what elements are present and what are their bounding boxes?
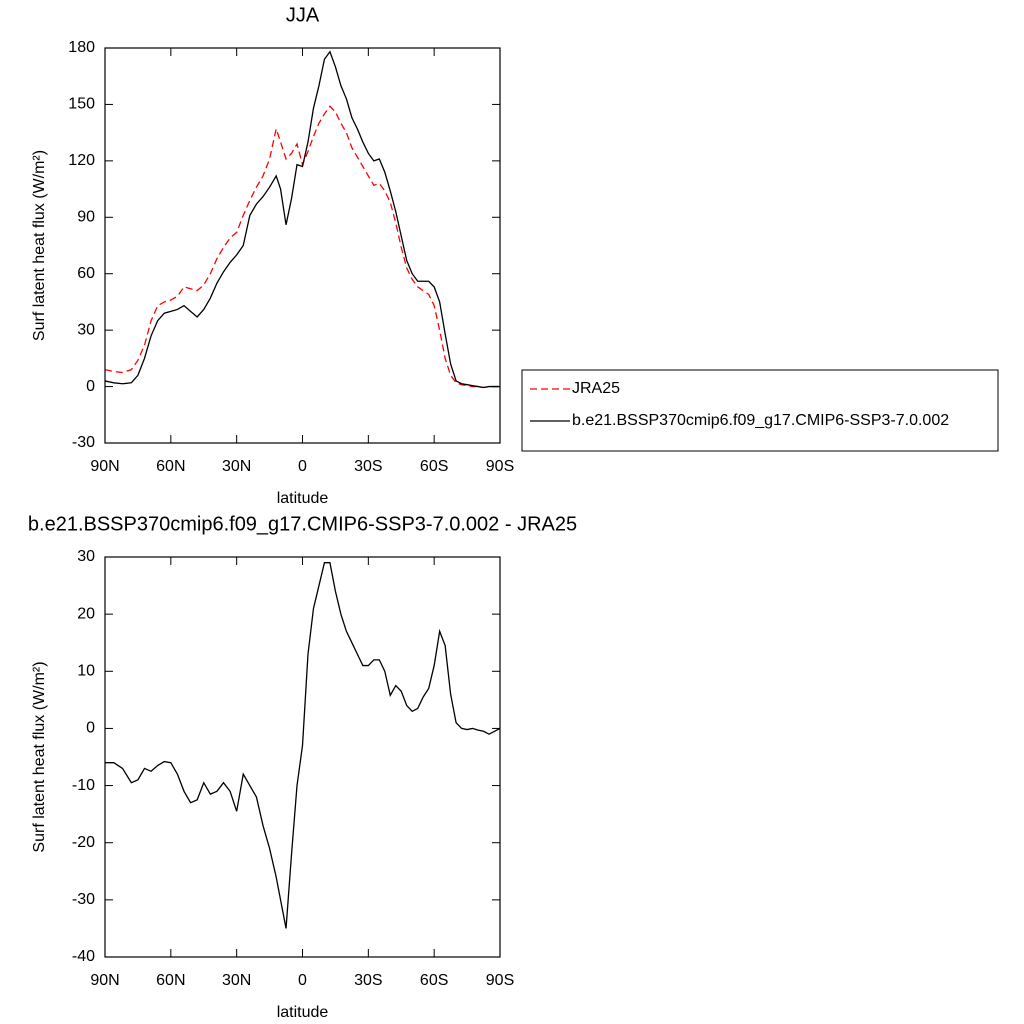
y-axis-label: Surf latent heat flux (W/m²): [31, 661, 48, 852]
y-tick-label: 0: [86, 720, 95, 737]
x-axis-label: latitude: [277, 1004, 329, 1021]
y-tick-label: 30: [77, 548, 95, 565]
chart-title: JJA: [286, 4, 320, 26]
y-tick-label: -20: [72, 834, 95, 851]
y-tick-label: 90: [77, 209, 95, 226]
legend-box: [521, 369, 999, 452]
legend-label: b.e21.BSSP370cmip6.f09_g17.CMIP6-SSP3-7.…: [572, 412, 949, 429]
y-tick-label: 120: [68, 152, 95, 169]
y-tick-label: 10: [77, 663, 95, 680]
y-tick-label: 60: [77, 265, 95, 282]
y-tick-label: -10: [72, 777, 95, 794]
y-tick-label: 30: [77, 321, 95, 338]
x-tick-label: 60S: [420, 972, 448, 989]
x-tick-label: 60S: [420, 458, 448, 475]
y-tick-label: 180: [68, 39, 95, 56]
y-tick-label: 0: [86, 378, 95, 395]
y-tick-label: 20: [77, 605, 95, 622]
x-tick-label: 60N: [156, 972, 185, 989]
x-tick-label: 0: [298, 458, 307, 475]
x-tick-label: 30S: [354, 458, 382, 475]
y-tick-label: -30: [72, 891, 95, 908]
y-axis-label: Surf latent heat flux (W/m²): [31, 150, 48, 341]
y-tick-label: -40: [72, 948, 95, 965]
y-tick-label: 150: [68, 96, 95, 113]
data-line: [104, 50, 500, 389]
x-tick-label: 60N: [156, 458, 185, 475]
plot-frame: [104, 556, 501, 958]
x-tick-label: 0: [298, 972, 307, 989]
legend-label: JRA25: [572, 380, 620, 397]
x-tick-label: 90S: [486, 972, 514, 989]
x-axis-label: latitude: [277, 490, 329, 507]
chart-title: b.e21.BSSP370cmip6.f09_g17.CMIP6-SSP3-7.…: [28, 513, 577, 535]
y-tick-label: -30: [72, 434, 95, 451]
x-tick-label: 30S: [354, 972, 382, 989]
x-tick-label: 90N: [90, 458, 119, 475]
x-tick-label: 30N: [222, 972, 251, 989]
x-tick-label: 90N: [90, 972, 119, 989]
x-tick-label: 90S: [486, 458, 514, 475]
data-line: [104, 105, 500, 389]
data-line: [105, 562, 501, 929]
plot-frame: [104, 47, 501, 444]
x-tick-label: 30N: [222, 458, 251, 475]
